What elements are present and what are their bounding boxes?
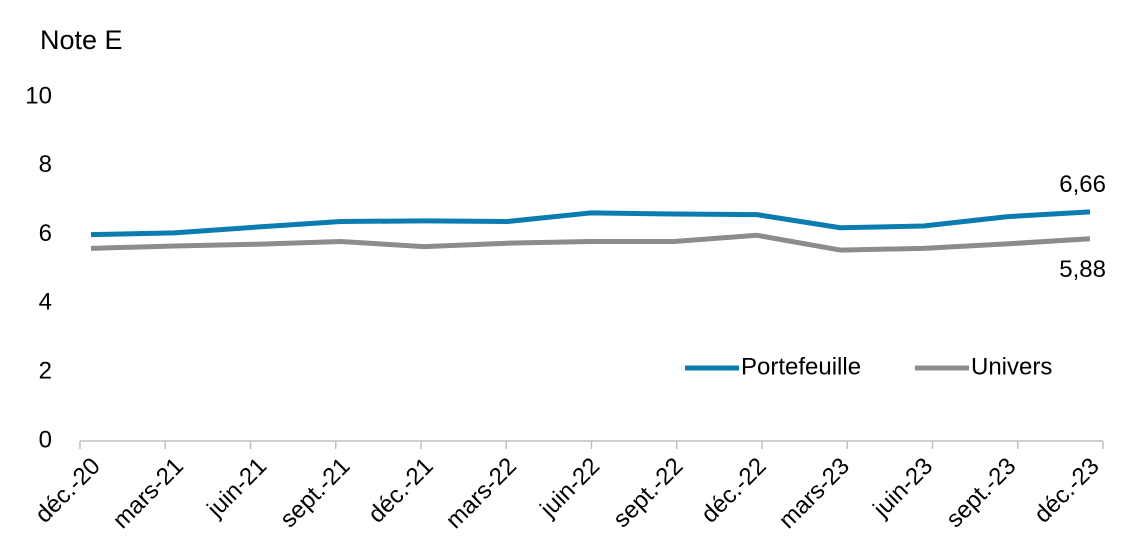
x-tick-label: déc.-23	[1029, 453, 1105, 529]
y-tick-label: 6	[39, 220, 52, 247]
y-tick-label: 0	[39, 426, 52, 453]
data-label: 5,88	[1059, 256, 1106, 283]
x-tick-label: déc.-21	[363, 453, 439, 529]
x-tick-label: mars-21	[108, 453, 189, 534]
legend-label: Portefeuille	[741, 353, 861, 380]
y-tick-label: 8	[39, 151, 52, 178]
x-tick-label: juin-21	[201, 453, 272, 524]
line-series	[90, 232, 1091, 253]
chart-title: Note E	[40, 25, 123, 55]
x-tick-label: mars-22	[441, 453, 522, 534]
y-tick-label: 2	[39, 358, 52, 385]
x-tick-label: juin-23	[867, 453, 938, 524]
x-tick-label: mars-23	[774, 453, 855, 534]
data-label: 6,66	[1059, 171, 1106, 198]
x-tick-label: déc.-20	[30, 453, 106, 529]
x-tick-label: sept.-22	[608, 453, 688, 533]
line-series	[90, 209, 1091, 238]
x-tick-label: sept.-23	[941, 453, 1021, 533]
x-tick-label: sept.-21	[275, 453, 355, 533]
x-tick-label: déc.-22	[696, 453, 772, 529]
legend-label: Univers	[971, 353, 1052, 380]
y-tick-label: 4	[39, 289, 52, 316]
x-tick-label: juin-22	[534, 453, 605, 524]
y-tick-label: 10	[25, 82, 52, 109]
